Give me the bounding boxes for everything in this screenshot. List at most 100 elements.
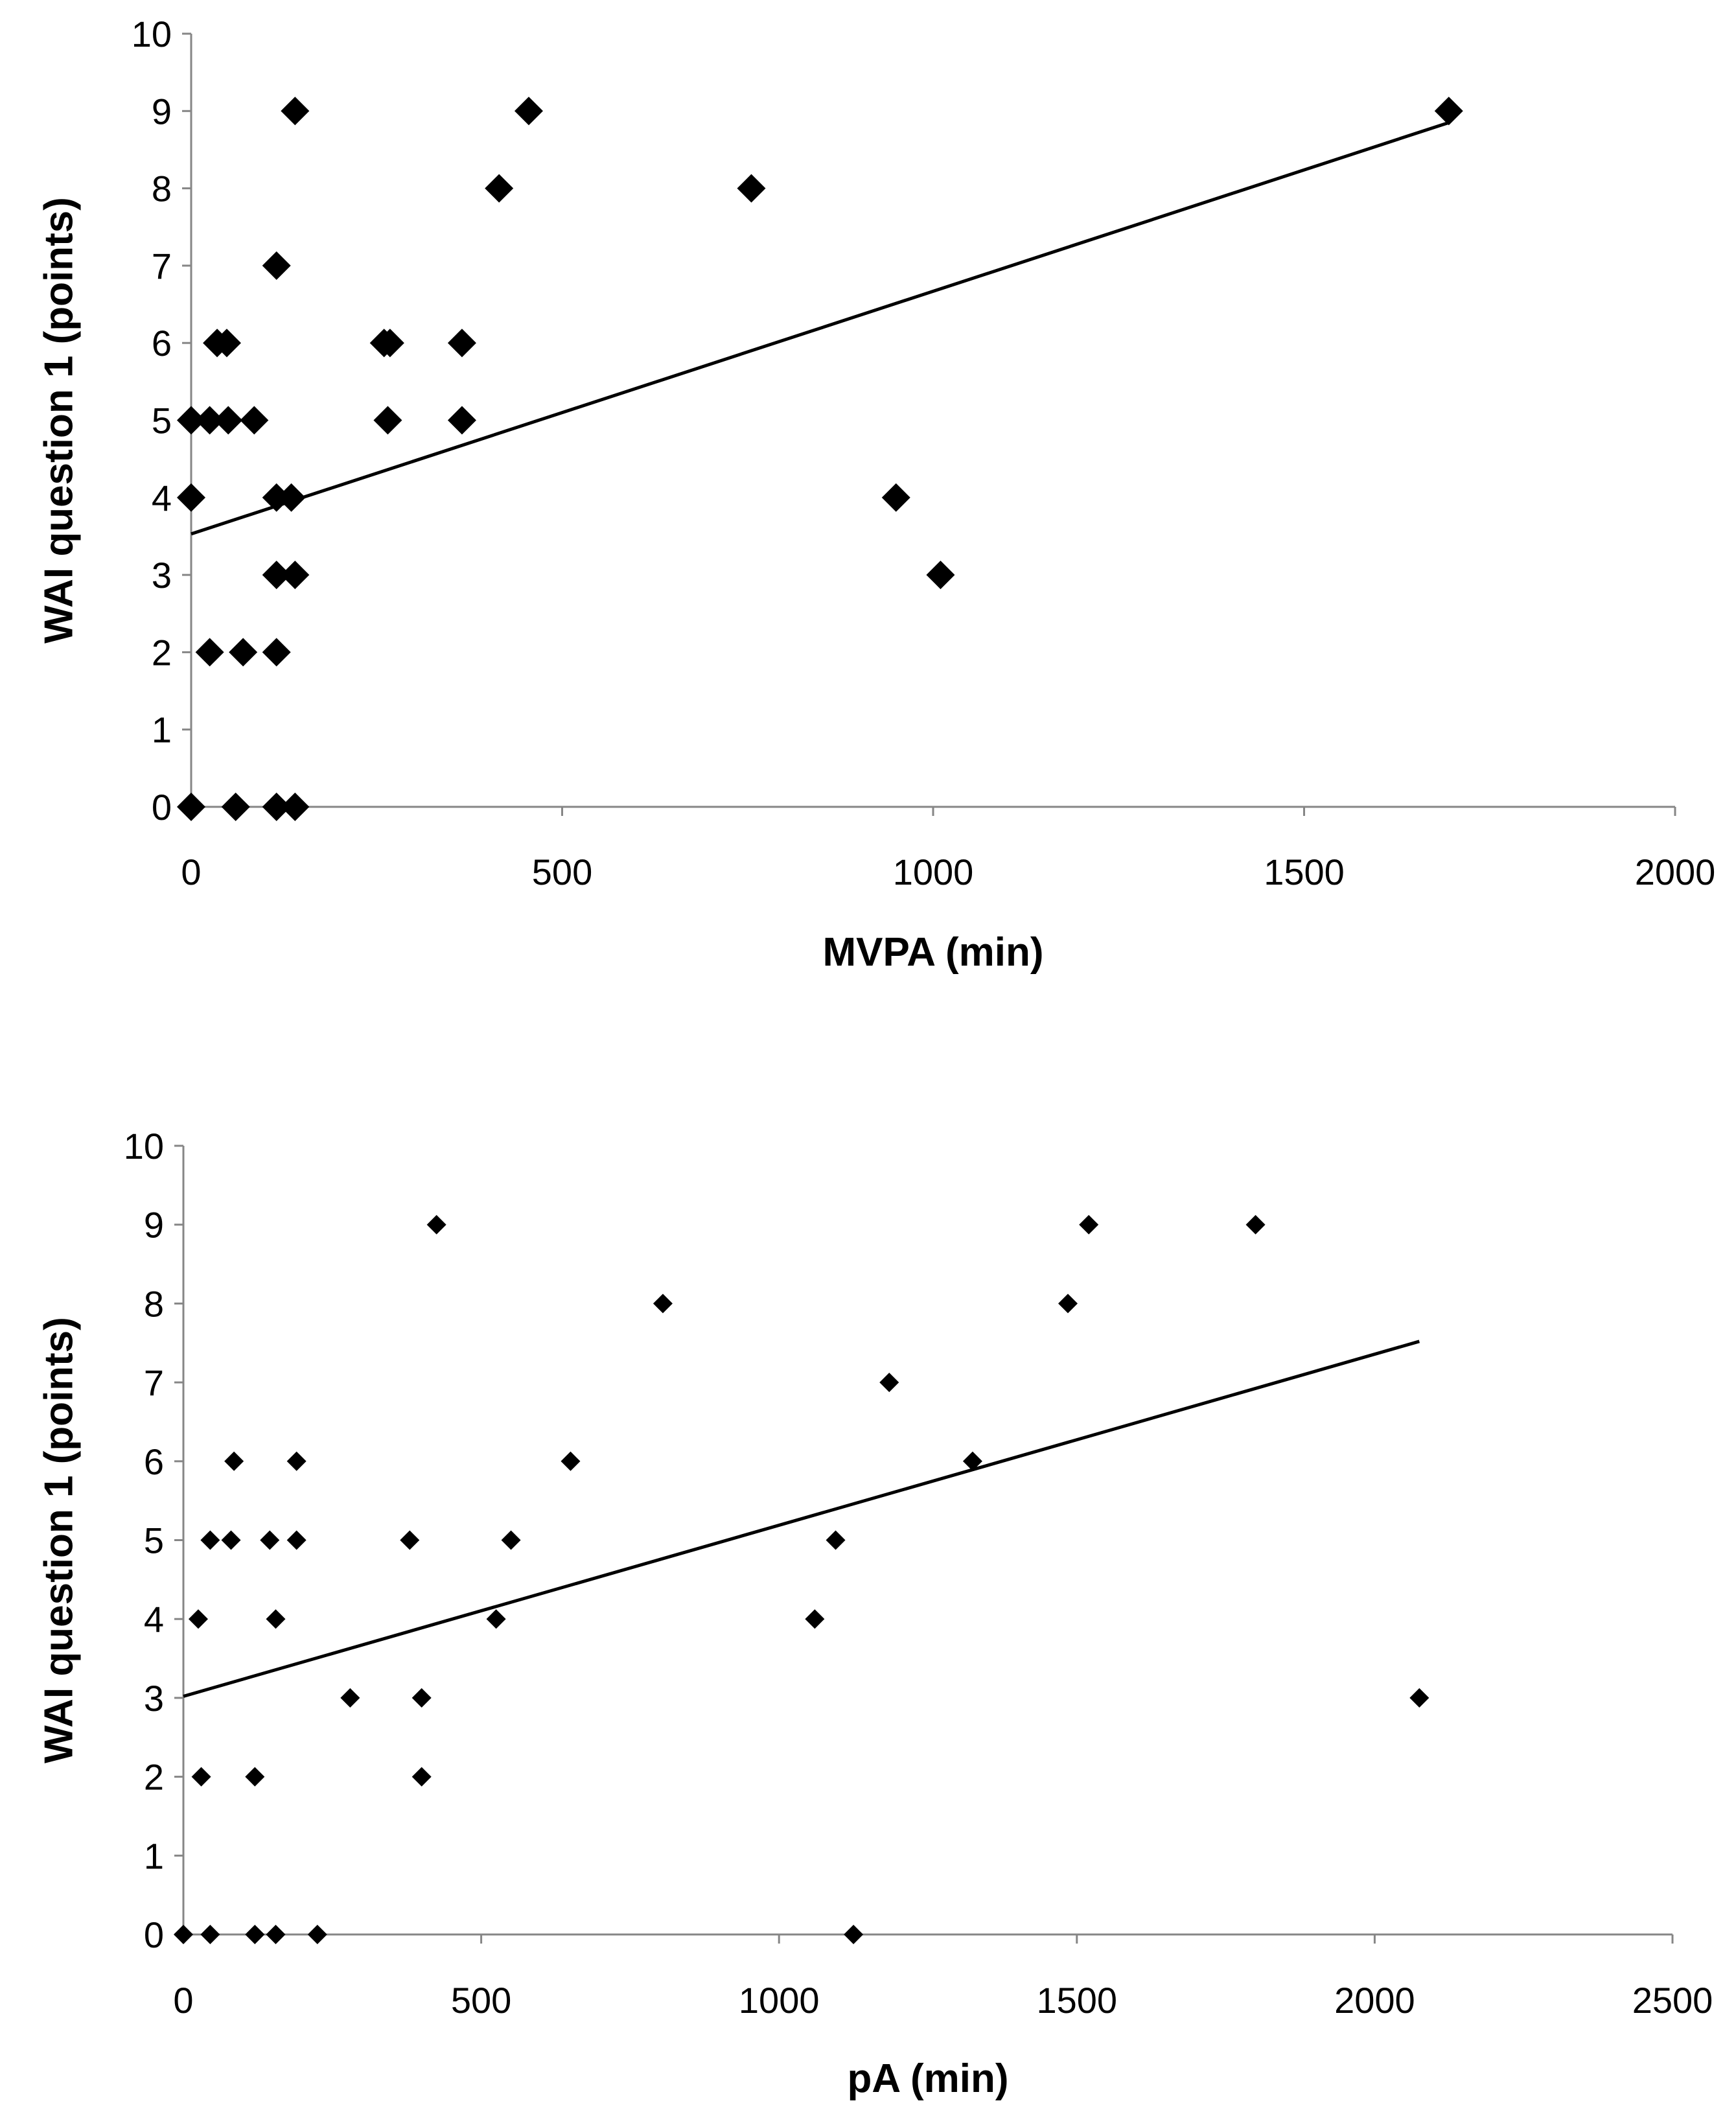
y-tick-label: 4	[152, 478, 172, 518]
data-point	[281, 561, 310, 590]
y-tick-label: 2	[144, 1757, 164, 1798]
data-point	[277, 483, 306, 512]
y-tick-label: 7	[144, 1362, 164, 1403]
data-point	[411, 1767, 432, 1787]
trend-line	[183, 1340, 1420, 1698]
data-point	[195, 406, 224, 435]
data-points	[174, 1214, 1429, 1944]
data-point	[1079, 1214, 1099, 1235]
data-point	[240, 406, 269, 435]
data-point	[400, 1530, 420, 1550]
data-point	[826, 1530, 846, 1550]
data-point	[229, 638, 258, 667]
data-point	[262, 483, 291, 512]
y-tick-label: 5	[152, 401, 172, 441]
data-point	[262, 638, 291, 667]
x-tick-label: 0	[173, 1980, 193, 2021]
data-point	[737, 174, 766, 203]
data-point	[221, 793, 250, 821]
y-tick-label: 9	[152, 91, 172, 132]
data-point	[262, 561, 291, 590]
y-tick-label: 2	[152, 632, 172, 673]
data-points	[177, 97, 1463, 821]
y-tick-label: 7	[152, 246, 172, 286]
y-tick-label: 10	[132, 14, 172, 54]
y-tick-label: 6	[152, 323, 172, 364]
data-point	[514, 97, 543, 126]
data-point	[286, 1530, 307, 1550]
data-point	[653, 1294, 673, 1314]
y-axis: 0 1 2 3 4 5 6 7 8 9 10	[132, 14, 192, 828]
data-point	[188, 1609, 208, 1629]
y-tick-label: 8	[152, 168, 172, 209]
data-point	[245, 1925, 265, 1944]
data-point	[426, 1214, 446, 1235]
y-tick-label: 4	[144, 1599, 164, 1640]
data-point	[281, 97, 310, 126]
y-tick-label: 10	[124, 1126, 164, 1167]
data-point	[879, 1373, 899, 1393]
y-axis-label: WAI question 1 (points)	[36, 1317, 81, 1763]
x-tick-label: 500	[451, 1980, 511, 2021]
trend-line	[191, 121, 1450, 536]
y-tick-label: 0	[152, 787, 172, 828]
x-tick-label: 1500	[1037, 1980, 1118, 2021]
x-tick-label: 2500	[1632, 1980, 1713, 2021]
y-axis: 0 1 2 3 4 5 6 7 8 9 10	[124, 1126, 185, 1955]
data-point	[224, 1451, 244, 1471]
data-point	[200, 1925, 220, 1944]
data-point	[561, 1451, 581, 1471]
x-tick-label: 2000	[1635, 852, 1716, 892]
x-tick-label: 1000	[739, 1980, 820, 2021]
data-point	[881, 483, 910, 512]
x-tick-label: 1000	[893, 852, 974, 892]
y-tick-label: 8	[144, 1283, 164, 1324]
data-point	[926, 561, 955, 590]
y-tick-label: 3	[152, 555, 172, 596]
data-point	[805, 1609, 825, 1629]
y-axis-label: WAI question 1 (points)	[36, 197, 81, 644]
x-axis-label: pA (min)	[847, 2056, 1008, 2101]
y-tick-label: 3	[144, 1678, 164, 1719]
data-point	[195, 638, 224, 667]
data-point	[844, 1925, 864, 1944]
data-point	[191, 1767, 211, 1787]
data-point	[281, 793, 310, 821]
data-point	[307, 1925, 327, 1944]
data-point	[375, 329, 404, 358]
data-point	[262, 793, 291, 821]
data-point	[411, 1688, 432, 1708]
x-tick-label: 500	[532, 852, 592, 892]
data-point	[962, 1451, 982, 1471]
x-tick-label: 2000	[1334, 1980, 1415, 2021]
data-point	[177, 406, 205, 435]
x-axis-label: MVPA (min)	[823, 930, 1044, 975]
x-tick-label: 1500	[1264, 852, 1345, 892]
y-tick-label: 9	[144, 1205, 164, 1246]
data-point	[486, 1609, 506, 1629]
data-point	[447, 329, 476, 358]
data-point	[447, 406, 476, 435]
y-tick-label: 5	[144, 1520, 164, 1561]
y-tick-label: 6	[144, 1441, 164, 1482]
data-point	[1245, 1214, 1266, 1235]
x-axis: 0 500 1000 1500 2000 2500	[173, 1933, 1713, 2021]
pa-scatter-chart: 0 1 2 3 4 5 6 7 8 9 10 0 500 1000 1500 2000 2500 pA (mi…	[36, 1126, 1713, 2101]
data-point	[262, 251, 291, 280]
x-axis: 0 500 1000 1500 2000	[181, 806, 1716, 892]
data-point	[1058, 1294, 1078, 1314]
data-point	[266, 1925, 286, 1944]
data-point	[177, 483, 205, 512]
data-point	[260, 1530, 280, 1550]
data-point	[200, 1530, 220, 1550]
data-point	[1434, 97, 1463, 126]
data-point	[177, 793, 205, 821]
data-point	[174, 1925, 193, 1944]
data-point	[286, 1451, 307, 1471]
y-tick-label: 0	[144, 1914, 164, 1955]
data-point	[485, 174, 514, 203]
mvpa-scatter-chart: 0 1 2 3 4 5 6 7 8 9 10 0 500 1000 1500 2000 MVPA (min)…	[36, 14, 1715, 975]
data-point	[212, 329, 241, 358]
y-tick-label: 1	[152, 710, 172, 750]
